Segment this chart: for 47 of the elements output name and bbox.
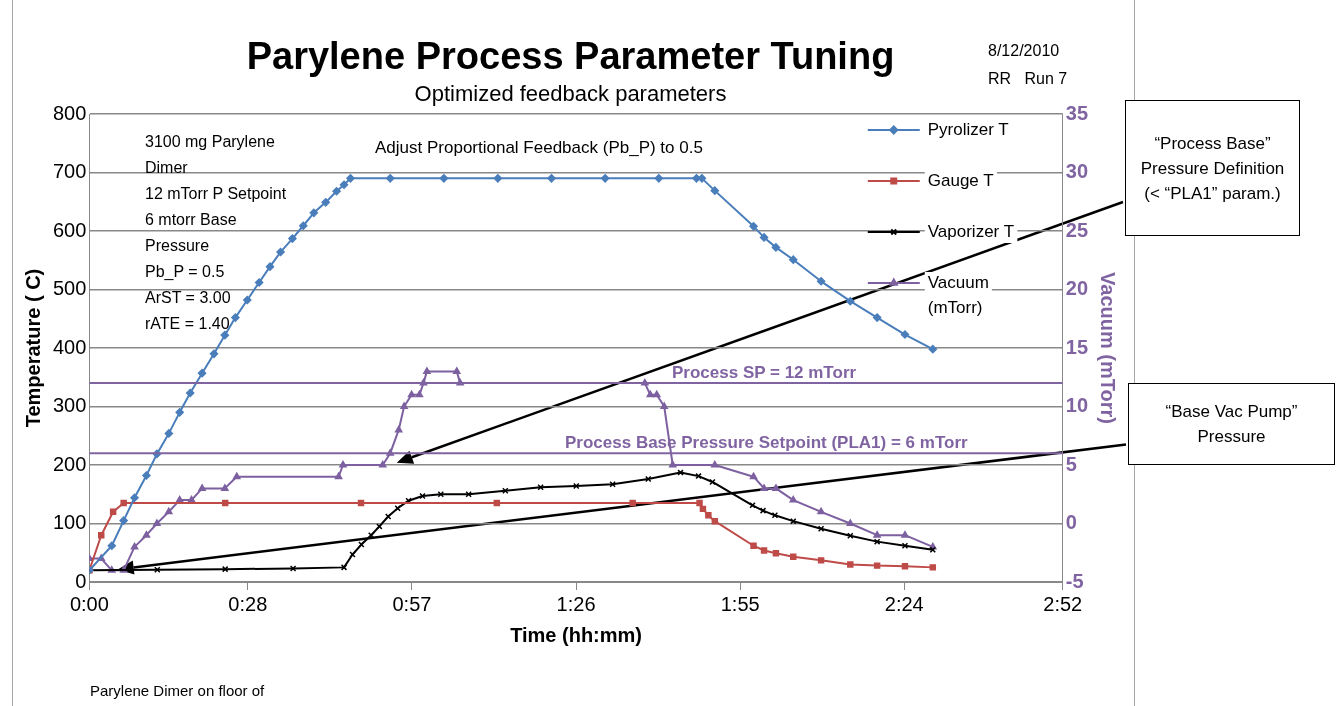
text: 8/12/2010 — [988, 42, 1060, 60]
x-tick-label: 2:52 — [1043, 592, 1083, 615]
y-tick-label: 500 — [52, 277, 87, 300]
y-tick-label: 300 — [52, 394, 87, 417]
annotation: Pb_P = 0.5 — [145, 263, 225, 282]
y-axis-title: Temperature ( C) — [21, 268, 44, 428]
annotation: 6 mtorr Base Pressure — [145, 211, 237, 255]
y2-axis-title: Vacuum (mTorr) — [1097, 272, 1120, 424]
y-tick-label: 0 — [75, 569, 87, 592]
x-tick-label: 0:57 — [392, 592, 432, 615]
x-tick-label: 0:28 — [228, 592, 268, 615]
y2-tick-label: -5 — [1065, 569, 1084, 592]
chart-title: Parylene Process Parameter Tuning — [246, 35, 895, 78]
x-tick-label: 1:55 — [720, 592, 760, 615]
annotation: 12 mTorr P Setpoint — [145, 185, 287, 203]
text: “Base Vac Pump” Pressure — [1128, 383, 1335, 465]
text: Parylene Dimer on floor of — [90, 682, 266, 700]
legend-label: Pyrolizer T — [927, 119, 1009, 139]
annotation: 3100 mg Parylene Dimer — [145, 133, 275, 177]
y2-tick-label: 0 — [1065, 511, 1077, 534]
legend-label: Gauge T — [927, 170, 994, 190]
y2-tick-label: 30 — [1065, 160, 1088, 183]
text: “Process Base” Pressure Definition (< “PLA1” param.) — [1125, 100, 1300, 236]
annotation: Adjust Proportional Feedback (Pb_P) to 0.5 — [375, 137, 703, 157]
x-tick-label: 2:24 — [884, 592, 924, 615]
y-tick-label: 800 — [52, 101, 87, 124]
ref-line-label: Process SP = 12 mTorr — [672, 363, 857, 383]
legend-label: Vacuum (mTorr) — [927, 272, 989, 317]
chart-subtitle: Optimized feedback parameters — [414, 80, 727, 106]
y2-tick-label: 5 — [1065, 452, 1077, 475]
y-tick-label: 400 — [52, 335, 87, 358]
x-tick-label: 1:26 — [556, 592, 596, 615]
x-axis-title: Time (hh:mm) — [510, 623, 642, 646]
y2-tick-label: 25 — [1065, 218, 1088, 241]
y2-tick-label: 35 — [1065, 101, 1088, 124]
y2-tick-label: 20 — [1065, 277, 1088, 300]
legend-label: Vaporizer T — [927, 221, 1015, 241]
y-tick-label: 200 — [52, 452, 87, 475]
y-tick-label: 700 — [52, 160, 87, 183]
y2-tick-label: 10 — [1065, 394, 1088, 417]
y-tick-label: 100 — [52, 511, 87, 534]
annotation: rATE = 1.40 — [145, 315, 230, 333]
annotation: ArST = 3.00 — [145, 289, 231, 307]
text: RR Run 7 — [988, 70, 1068, 88]
x-tick-label: 0:00 — [69, 592, 109, 615]
y2-tick-label: 15 — [1065, 335, 1088, 358]
y-tick-label: 600 — [52, 218, 87, 241]
